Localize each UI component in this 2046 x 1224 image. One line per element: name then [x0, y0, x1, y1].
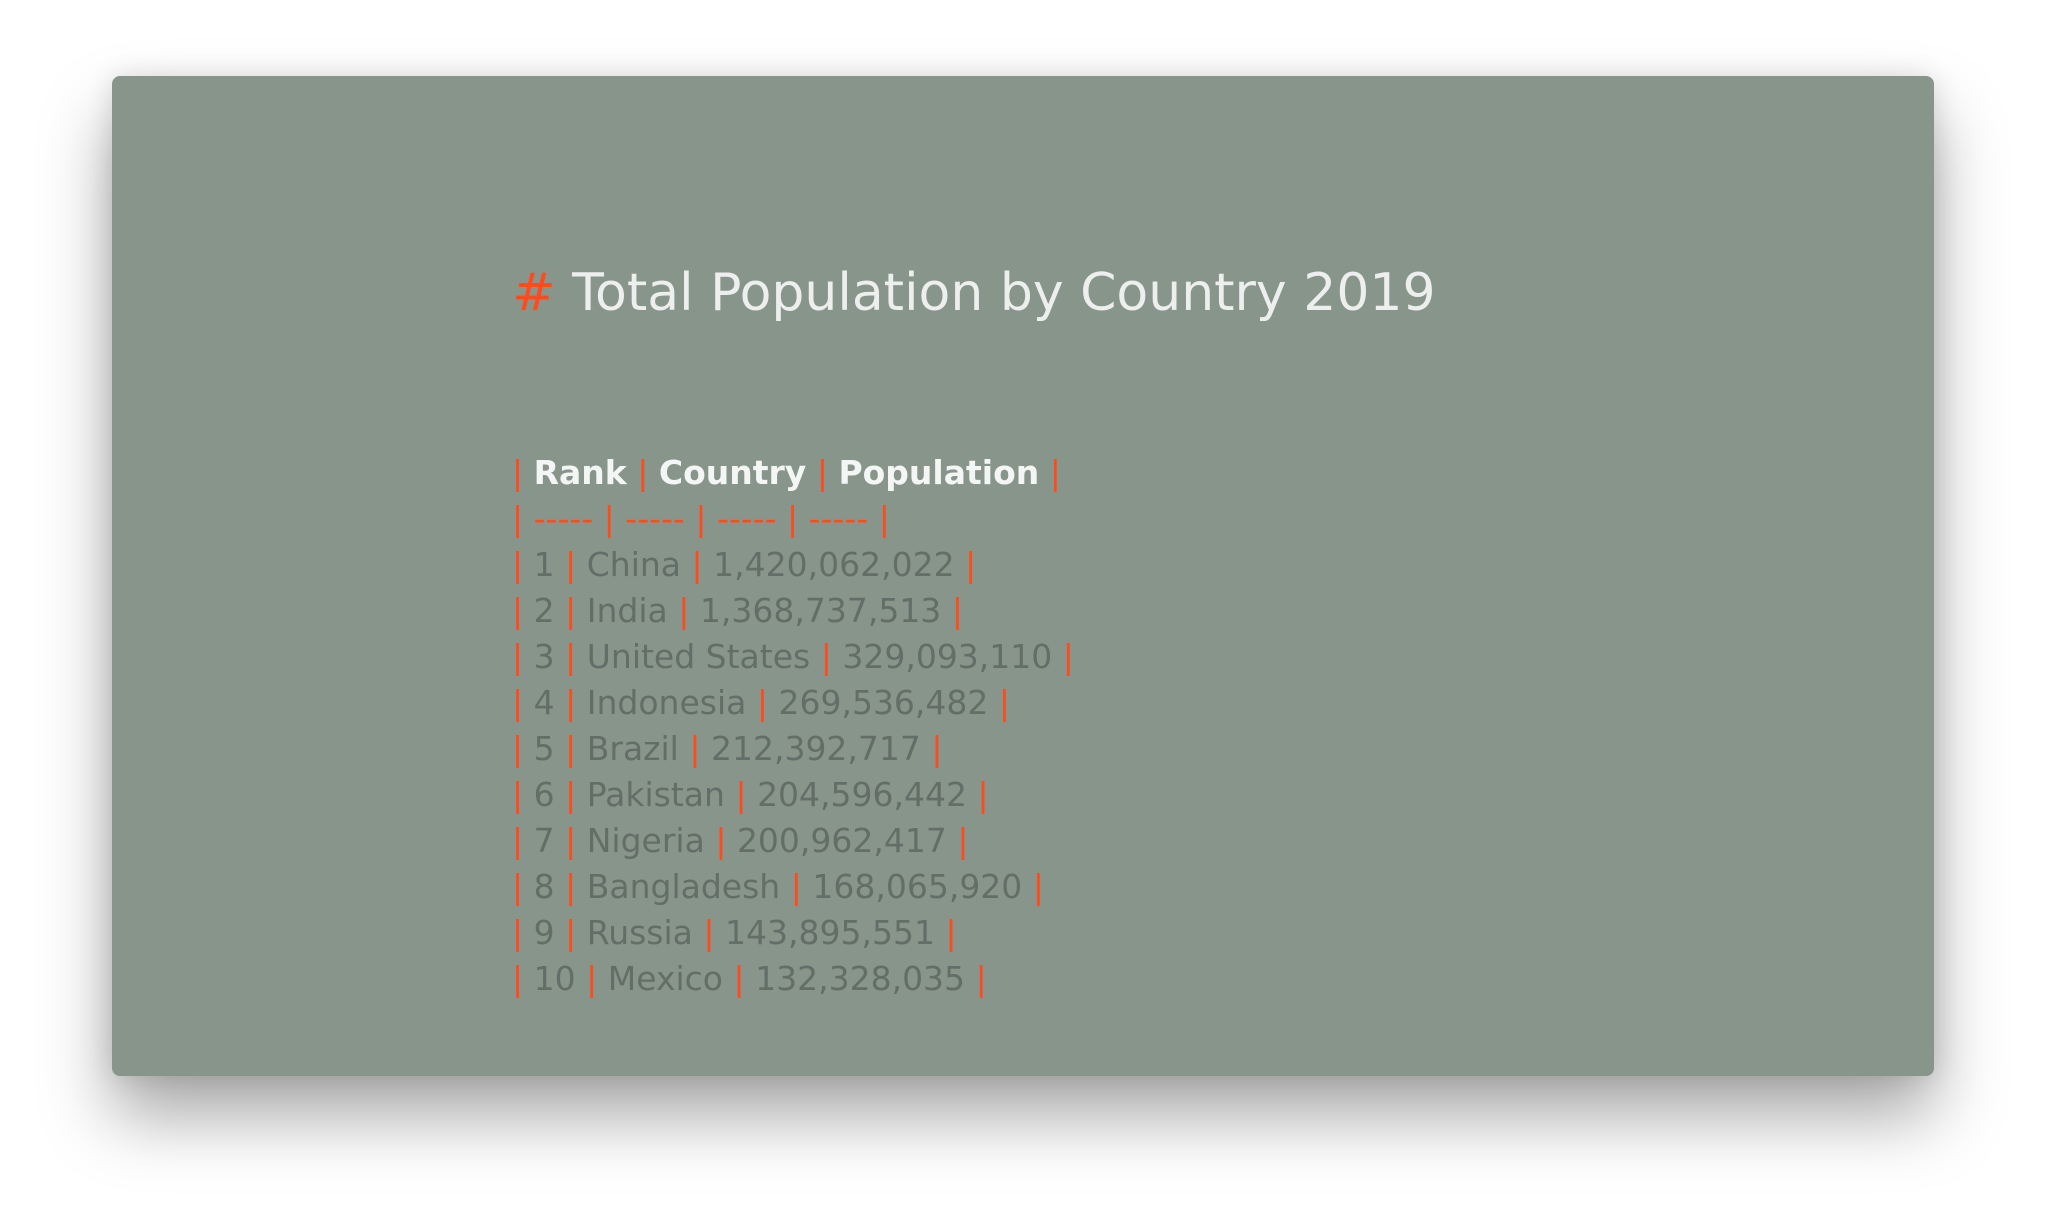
heading-text: Total Population by Country 2019 — [572, 263, 1436, 323]
table-row: | 6 | Pakistan | 204,596,442 | — [512, 775, 989, 814]
country-cell: Brazil — [586, 729, 679, 768]
editor-window: # Total Population by Country 2019 | Ran… — [112, 76, 1934, 1076]
rank-cell: 9 — [533, 913, 555, 952]
population-cell: 212,392,717 — [710, 729, 921, 768]
population-cell: 1,420,062,022 — [713, 545, 955, 584]
population-cell: 204,596,442 — [757, 775, 968, 814]
rank-cell: 7 — [533, 821, 555, 860]
table-row: | 8 | Bangladesh | 168,065,920 | — [512, 867, 1044, 906]
table-row: | 5 | Brazil | 212,392,717 | — [512, 729, 943, 768]
country-cell: Indonesia — [586, 683, 747, 722]
table-row: | 1 | China | 1,420,062,022 | — [512, 545, 977, 584]
rank-cell: 8 — [533, 867, 555, 906]
country-cell: United States — [586, 637, 811, 676]
country-cell: Nigeria — [586, 821, 705, 860]
rank-cell: 3 — [533, 637, 555, 676]
population-cell: 168,065,920 — [812, 867, 1023, 906]
rank-cell: 4 — [533, 683, 555, 722]
table-row: | 2 | India | 1,368,737,513 | — [512, 591, 963, 630]
country-cell: Russia — [586, 913, 693, 952]
country-cell: Pakistan — [586, 775, 725, 814]
population-cell: 143,895,551 — [725, 913, 935, 952]
population-cell: 200,962,417 — [736, 821, 947, 860]
population-cell: 1,368,737,513 — [699, 591, 942, 630]
table-row: | 4 | Indonesia | 269,536,482 | — [512, 683, 1011, 722]
country-cell: Mexico — [607, 959, 723, 998]
rank-cell: 6 — [533, 775, 555, 814]
population-cell: 132,328,035 — [755, 959, 966, 998]
table-row: | 3 | United States | 329,093,110 | — [512, 637, 1074, 676]
document-heading: # Total Population by Country 2019 — [512, 260, 1436, 326]
table-row: | 7 | Nigeria | 200,962,417 | — [512, 821, 969, 860]
population-cell: 329,093,110 — [842, 637, 1053, 676]
table-separator-row: | ----- | ----- | ----- | ----- | — [512, 499, 890, 538]
country-cell: China — [586, 545, 682, 584]
rank-cell: 5 — [533, 729, 555, 768]
population-cell: 269,536,482 — [778, 683, 989, 722]
table-row: | 10 | Mexico | 132,328,035 | — [512, 959, 987, 998]
country-cell: Bangladesh — [586, 867, 781, 906]
markdown-table: | Rank | Country | Population | | ----- … — [512, 450, 1074, 1002]
markdown-document[interactable]: # Total Population by Country 2019 | Ran… — [512, 260, 1436, 998]
rank-cell: 10 — [533, 959, 576, 998]
header-population: Population — [838, 453, 1040, 492]
heading-marker: # — [512, 263, 556, 323]
header-country: Country — [658, 453, 807, 492]
table-row: | 9 | Russia | 143,895,551 | — [512, 913, 957, 952]
rank-cell: 2 — [533, 591, 555, 630]
country-cell: India — [586, 591, 668, 630]
rank-cell: 1 — [533, 545, 555, 584]
header-rank: Rank — [533, 453, 627, 492]
table-header-row: | Rank | Country | Population | — [512, 453, 1061, 492]
